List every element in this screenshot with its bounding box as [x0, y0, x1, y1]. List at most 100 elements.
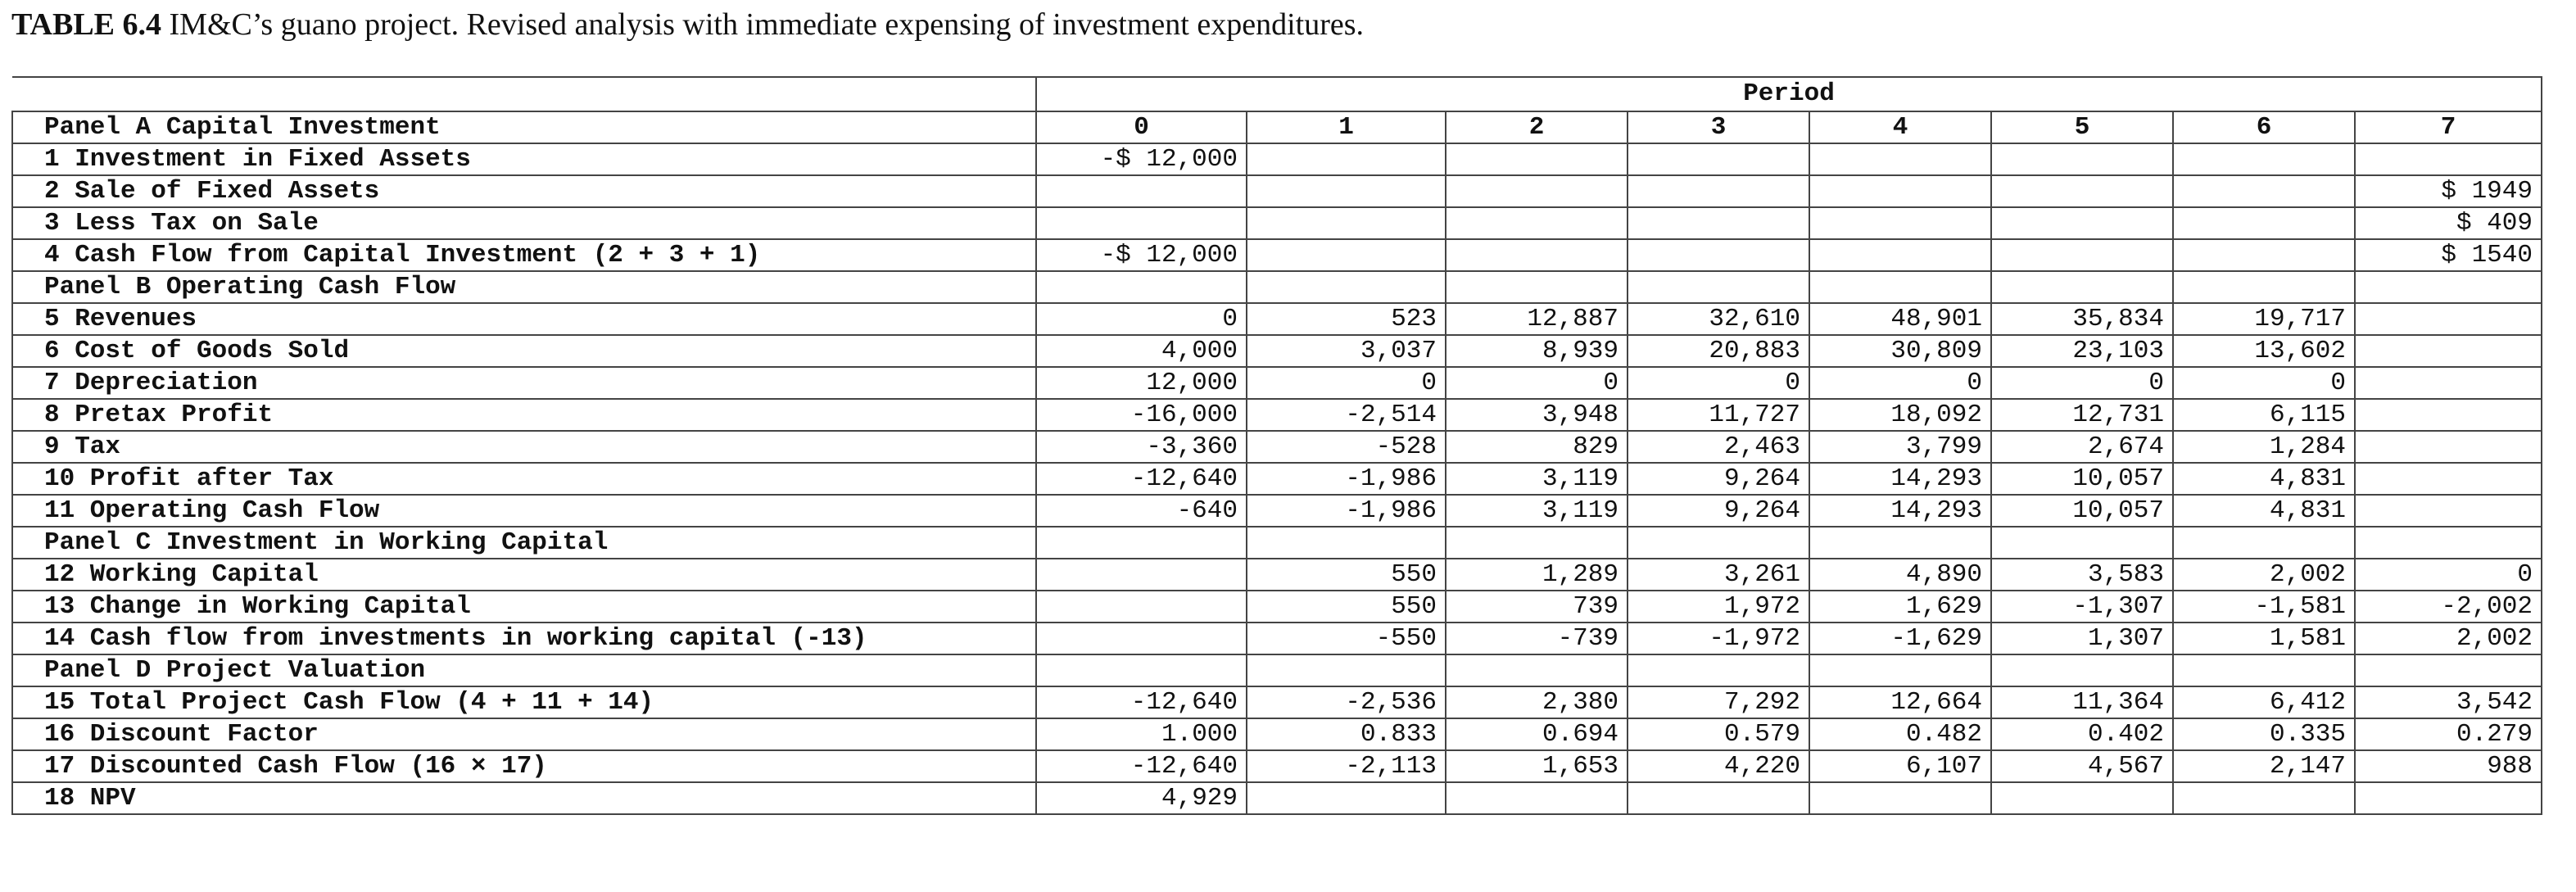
table-cell: [2354, 302, 2542, 336]
period-header-row: Period: [12, 76, 2542, 112]
row-label: Panel D Project Valuation: [11, 654, 1037, 687]
table-row: 11 Operating Cash Flow -640 -1,986 3,119 9,2…: [11, 494, 2542, 528]
table-cell: [1627, 143, 1810, 176]
row-label: 4 Cash Flow from Capital Investment (2 +…: [11, 238, 1037, 272]
table-cell: 11,727: [1627, 398, 1810, 432]
table-row: 9 Tax -3,360 -528 829 2,463 3,799 2,674 1,284: [11, 430, 2542, 464]
table-cell: [2354, 526, 2542, 559]
table-cell: -$ 12,000: [1035, 143, 1247, 176]
table-cell: 6,107: [1809, 749, 1992, 783]
table-row: 15 Total Project Cash Flow (4 + 11 + 14)…: [11, 686, 2542, 719]
row-label: 18 NPV: [11, 781, 1037, 815]
table-cell: -1,307: [1990, 590, 2174, 623]
table-row: 16 Discount Factor 1.000 0.833 0.694 0.579 0.…: [11, 718, 2542, 751]
table-cell: [1445, 270, 1628, 304]
table-row: 4 Cash Flow from Capital Investment (2 +…: [11, 238, 2542, 272]
table-cell: 4,929: [1035, 781, 1247, 815]
table-cell: [1246, 143, 1446, 176]
table-cell: -12,640: [1035, 686, 1247, 719]
table-cell: 12,731: [1990, 398, 2174, 432]
table-cell: 3,799: [1809, 430, 1992, 464]
table-cell: [1990, 526, 2174, 559]
row-label: 17 Discounted Cash Flow (16 × 17): [11, 749, 1037, 783]
table-cell: -1,972: [1627, 622, 1810, 655]
table-cell: [2354, 654, 2542, 687]
table-cell: [1990, 654, 2174, 687]
table-cell: [1445, 238, 1628, 272]
period-column-header: 3: [1627, 111, 1810, 144]
period-column-header: 2: [1445, 111, 1628, 144]
table-cell: [1246, 238, 1446, 272]
row-label: Panel B Operating Cash Flow: [11, 270, 1037, 304]
table-cell: $ 1540: [2354, 238, 2542, 272]
caption-label: TABLE 6.4: [11, 7, 162, 42]
table-cell: $ 409: [2354, 206, 2542, 240]
table-cell: [2172, 654, 2356, 687]
table-cell: [1445, 654, 1628, 687]
row-label: 9 Tax: [11, 430, 1037, 464]
table-cell: [1445, 526, 1628, 559]
table-cell: 9,264: [1627, 494, 1810, 528]
table-cell: 12,887: [1445, 302, 1628, 336]
table-cell: [1990, 206, 2174, 240]
table-row: 8 Pretax Profit -16,000 -2,514 3,948 11,727 1…: [11, 398, 2542, 432]
table-cell: 6,115: [2172, 398, 2356, 432]
table-cell: [2354, 334, 2542, 368]
row-label: 2 Sale of Fixed Assets: [11, 174, 1037, 208]
table-cell: [1035, 206, 1247, 240]
table-cell: 4,890: [1809, 558, 1992, 591]
table-row: 14 Cash flow from investments in working…: [11, 622, 2542, 655]
table-cell: [2354, 781, 2542, 815]
row-label: 16 Discount Factor: [11, 718, 1037, 751]
table-cell: -$ 12,000: [1035, 238, 1247, 272]
table-cell: 1,307: [1990, 622, 2174, 655]
table-cell: 14,293: [1809, 494, 1992, 528]
table-cell: 1,629: [1809, 590, 1992, 623]
table-cell: 2,147: [2172, 749, 2356, 783]
table-cell: 3,583: [1990, 558, 2174, 591]
table-cell: $ 1949: [2354, 174, 2542, 208]
table-cell: [1246, 206, 1446, 240]
table-cell: 1,284: [2172, 430, 2356, 464]
table-cell: [1809, 143, 1992, 176]
table-cell: -16,000: [1035, 398, 1247, 432]
table-cell: 0: [1035, 302, 1247, 336]
table-row: 7 Depreciation 12,000 0 0 0 0 0 0: [11, 366, 2542, 400]
table-cell: [1990, 174, 2174, 208]
table-cell: [2354, 270, 2542, 304]
table-cell: [2354, 366, 2542, 400]
table-cell: [1035, 622, 1247, 655]
table-cell: [1809, 270, 1992, 304]
table-cell: 10,057: [1990, 462, 2174, 496]
row-label: 1 Investment in Fixed Assets: [11, 143, 1037, 176]
table-cell: 2,463: [1627, 430, 1810, 464]
table-cell: [1445, 174, 1628, 208]
table-cell: 1.000: [1035, 718, 1247, 751]
table-cell: [2354, 430, 2542, 464]
table-cell: [1445, 143, 1628, 176]
table-cell: [1627, 206, 1810, 240]
table-cell: [1035, 270, 1247, 304]
table-cell: -550: [1246, 622, 1446, 655]
table-cell: 1,653: [1445, 749, 1628, 783]
table-cell: 20,883: [1627, 334, 1810, 368]
table-cell: 12,000: [1035, 366, 1247, 400]
table-cell: [1035, 558, 1247, 591]
table-cell: -3,360: [1035, 430, 1247, 464]
panel-a-header: Panel A Capital Investment: [11, 111, 1037, 144]
table-cell: [1809, 654, 1992, 687]
row-label: 13 Change in Working Capital: [11, 590, 1037, 623]
table-cell: [1445, 781, 1628, 815]
table-cell: 3,119: [1445, 494, 1628, 528]
row-label: 7 Depreciation: [11, 366, 1037, 400]
table-cell: [1809, 238, 1992, 272]
table-row: 12 Working Capital 550 1,289 3,261 4,890 3,58…: [11, 558, 2542, 591]
table-cell: [1035, 654, 1247, 687]
table-cell: 739: [1445, 590, 1628, 623]
table-cell: [1246, 781, 1446, 815]
table-cell: 3,261: [1627, 558, 1810, 591]
table-cell: [1990, 238, 2174, 272]
table-cell: [2354, 462, 2542, 496]
table-row: 17 Discounted Cash Flow (16 × 17) -12,640…: [11, 749, 2542, 783]
